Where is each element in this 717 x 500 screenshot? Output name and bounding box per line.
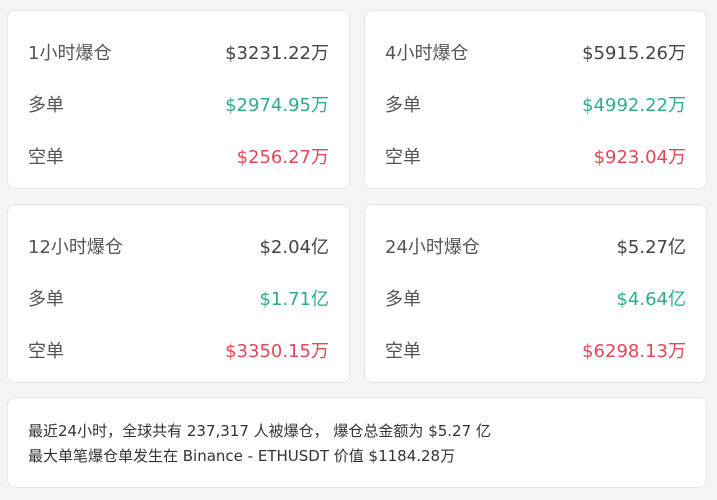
short-label: 空单 [385, 147, 421, 168]
long-row: 多单 $4.64亿 [385, 283, 686, 313]
card-title: 1小时爆仓 [28, 43, 112, 64]
liquidation-card-12h: 12小时爆仓 $2.04亿 多单 $1.71亿 空单 $3350.15万 [7, 204, 350, 383]
summary-line-1: 最近24小时，全球共有 237,317 人被爆仓， 爆仓总金额为 $5.27 亿 [28, 422, 491, 440]
card-title: 24小时爆仓 [385, 237, 480, 258]
long-value: $1.71亿 [259, 289, 329, 310]
short-value: $923.04万 [593, 147, 686, 168]
short-row: 空单 $256.27万 [28, 141, 329, 171]
liquidation-card-4h: 4小时爆仓 $5915.26万 多单 $4992.22万 空单 $923.04万 [364, 10, 707, 189]
summary-card: 最近24小时，全球共有 237,317 人被爆仓， 爆仓总金额为 $5.27 亿… [7, 397, 707, 488]
long-label: 多单 [385, 289, 421, 310]
total-value: $2.04亿 [259, 237, 329, 258]
total-value: $5.27亿 [616, 237, 686, 258]
short-label: 空单 [28, 147, 64, 168]
short-label: 空单 [385, 341, 421, 362]
long-value: $4.64亿 [616, 289, 686, 310]
long-row: 多单 $2974.95万 [28, 89, 329, 119]
total-row: 4小时爆仓 $5915.26万 [385, 37, 686, 67]
liquidation-card-1h: 1小时爆仓 $3231.22万 多单 $2974.95万 空单 $256.27万 [7, 10, 350, 189]
total-value: $5915.26万 [582, 43, 686, 64]
liquidation-card-24h: 24小时爆仓 $5.27亿 多单 $4.64亿 空单 $6298.13万 [364, 204, 707, 383]
total-value: $3231.22万 [225, 43, 329, 64]
card-title: 12小时爆仓 [28, 237, 123, 258]
short-row: 空单 $6298.13万 [385, 335, 686, 365]
total-row: 12小时爆仓 $2.04亿 [28, 231, 329, 261]
total-row: 1小时爆仓 $3231.22万 [28, 37, 329, 67]
summary-line-2: 最大单笔爆仓单发生在 Binance - ETHUSDT 价值 $1184.28… [28, 447, 456, 465]
card-title: 4小时爆仓 [385, 43, 469, 64]
short-value: $256.27万 [236, 147, 329, 168]
long-value: $2974.95万 [225, 95, 329, 116]
short-row: 空单 $923.04万 [385, 141, 686, 171]
short-value: $3350.15万 [225, 341, 329, 362]
long-value: $4992.22万 [582, 95, 686, 116]
long-label: 多单 [28, 95, 64, 116]
long-label: 多单 [385, 95, 421, 116]
long-row: 多单 $4992.22万 [385, 89, 686, 119]
short-row: 空单 $3350.15万 [28, 335, 329, 365]
long-row: 多单 $1.71亿 [28, 283, 329, 313]
short-label: 空单 [28, 341, 64, 362]
long-label: 多单 [28, 289, 64, 310]
short-value: $6298.13万 [582, 341, 686, 362]
total-row: 24小时爆仓 $5.27亿 [385, 231, 686, 261]
